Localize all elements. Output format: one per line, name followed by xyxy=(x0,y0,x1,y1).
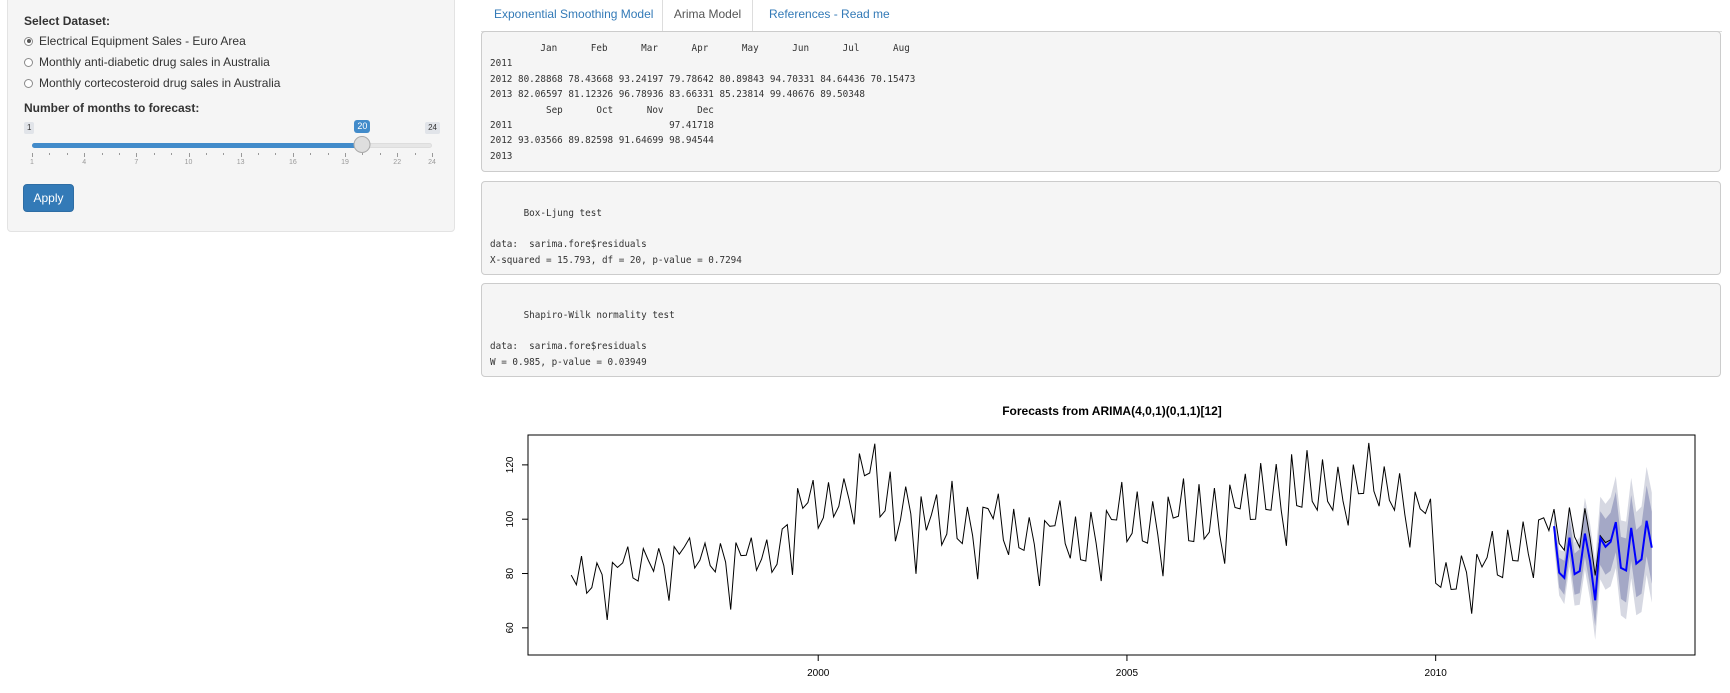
y-tick-label: 60 xyxy=(505,622,516,634)
slider-max-label: 24 xyxy=(425,122,440,134)
slider-tick xyxy=(414,153,416,155)
y-tick-label: 120 xyxy=(505,456,516,473)
slider-tick xyxy=(362,153,364,155)
slider-tick xyxy=(49,153,51,155)
slider-tick xyxy=(275,153,277,155)
slider-tick-label: 19 xyxy=(341,159,349,166)
shapiro-wilk-output: Shapiro-Wilk normality test data: sarima… xyxy=(481,283,1721,377)
tab-bar: Exponential Smoothing Model Arima Model … xyxy=(481,0,1722,32)
slider-tick xyxy=(397,153,399,157)
slider-tick xyxy=(101,153,103,155)
slider-tick xyxy=(171,153,173,155)
plot-frame xyxy=(527,434,1696,656)
radio-dataset-electrical[interactable]: Electrical Equipment Sales - Euro Area xyxy=(24,33,246,49)
tab-references[interactable]: References - Read me xyxy=(769,7,890,21)
slider-value-label: 20 xyxy=(354,120,371,133)
radio-button-icon[interactable] xyxy=(24,78,33,88)
slider-tick xyxy=(345,153,347,157)
slider-tick-label: 24 xyxy=(428,159,436,166)
slider-tick-label: 7 xyxy=(134,159,139,166)
slider-tick-label: 4 xyxy=(82,159,87,166)
x-tick-label: 2010 xyxy=(1425,668,1448,679)
slider-tick xyxy=(240,153,242,157)
slider-tick xyxy=(84,153,86,157)
slider-fill xyxy=(32,143,363,148)
slider-tick xyxy=(292,153,294,157)
dataset-label: Select Dataset: xyxy=(24,14,111,28)
slider-tick xyxy=(136,153,138,157)
apply-button[interactable]: Apply xyxy=(23,184,74,212)
radio-dataset-cortecosteroid[interactable]: Monthly cortecosteroid drug sales in Aus… xyxy=(24,75,280,91)
slider-tick-label: 1 xyxy=(30,159,34,166)
slider-tick-label: 16 xyxy=(288,159,297,166)
slider-tick xyxy=(310,153,312,155)
slider-tick-label: 10 xyxy=(184,159,193,166)
slider-tick xyxy=(66,153,68,155)
forecast-80-interval xyxy=(1554,485,1652,627)
forecast-months-slider[interactable]: 1 24 20 1 4 7 10 13 16 19 22 24 xyxy=(24,117,440,167)
slider-tick xyxy=(327,153,329,155)
slider-tick xyxy=(432,153,433,157)
slider-tick xyxy=(379,153,381,155)
tab-exponential-smoothing[interactable]: Exponential Smoothing Model xyxy=(494,7,654,21)
x-tick-label: 2000 xyxy=(807,668,830,679)
radio-label: Monthly anti-diabetic drug sales in Aust… xyxy=(39,55,270,69)
slider-tick xyxy=(188,153,190,157)
forecast-series-line xyxy=(1553,520,1653,601)
slider-tick xyxy=(205,153,207,155)
slider-tick xyxy=(32,153,33,157)
plot-title: Forecasts from ARIMA(4,0,1)(0,1,1)[12] xyxy=(1002,404,1222,418)
x-tick-label: 2005 xyxy=(1116,668,1139,679)
y-tick-label: 100 xyxy=(505,510,516,527)
forecast-table-output: Jan Feb Mar Apr May Jun Jul Aug 2011 201… xyxy=(481,31,1721,172)
slider-tick xyxy=(223,153,225,155)
y-tick-label: 80 xyxy=(505,568,516,580)
tab-arima-model[interactable]: Arima Model xyxy=(662,0,753,32)
radio-label: Electrical Equipment Sales - Euro Area xyxy=(39,34,246,48)
slider-tick xyxy=(118,153,120,155)
history-series-line xyxy=(570,442,1611,621)
radio-button-icon[interactable] xyxy=(24,57,33,67)
forecast-plot: Forecasts from ARIMA(4,0,1)(0,1,1)[12] 2… xyxy=(505,404,1696,679)
sidebar-panel: Select Dataset: Electrical Equipment Sal… xyxy=(7,0,455,232)
slider-tick-label: 13 xyxy=(236,159,245,166)
slider-tick-label: 22 xyxy=(393,159,402,166)
slider-min-label: 1 xyxy=(24,122,35,134)
box-ljung-output: Box-Ljung test data: sarima.fore$residua… xyxy=(481,181,1721,275)
slider-tick xyxy=(153,153,155,155)
forecast-months-label: Number of months to forecast: xyxy=(24,101,200,115)
radio-dataset-antidiabetic[interactable]: Monthly anti-diabetic drug sales in Aust… xyxy=(24,54,270,70)
radio-button-icon[interactable] xyxy=(24,36,33,46)
slider-handle[interactable] xyxy=(353,136,371,153)
slider-tick xyxy=(258,153,260,155)
radio-label: Monthly cortecosteroid drug sales in Aus… xyxy=(39,76,281,90)
